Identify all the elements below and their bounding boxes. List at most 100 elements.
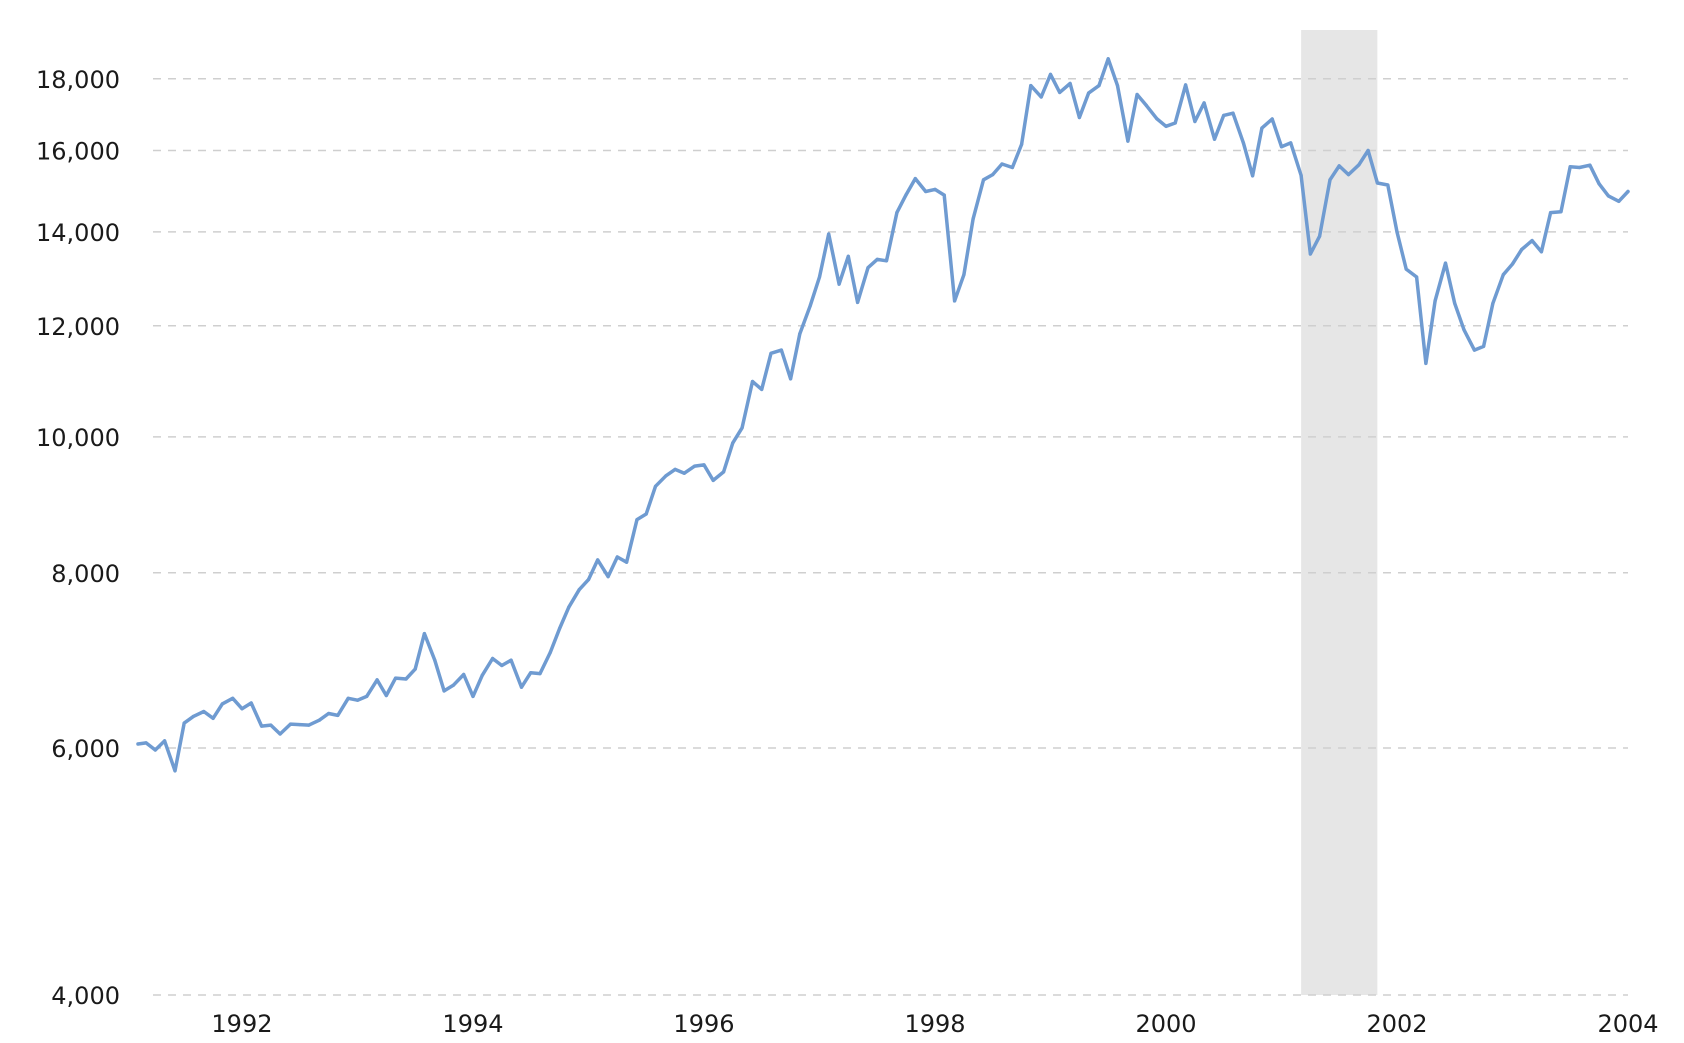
data-point [1568,165,1572,169]
y-tick-label: 8,000 [51,560,120,588]
data-point [1260,126,1264,130]
data-point [884,259,889,263]
x-axis-tick-labels: 1992 1994 1996 1998 2000 2002 2004 [211,1010,1658,1038]
data-point [693,464,697,468]
data-point [298,723,302,727]
data-point [480,673,484,678]
y-tick-label: 18,000 [36,66,120,94]
data-point [760,387,764,391]
data-point [1597,182,1601,186]
data-point [136,742,140,746]
data-point [1404,267,1408,271]
data-point [1058,90,1062,94]
data-point [1010,165,1015,170]
data-point [1549,211,1553,215]
data-point [231,696,235,700]
y-tick-label: 10,000 [36,424,120,452]
data-point [711,478,715,482]
data-point [355,698,360,702]
data-point [1115,84,1120,88]
data-point [1289,141,1293,145]
data-point [837,282,841,286]
data-point [1193,119,1197,124]
data-point [153,748,157,752]
data-point [538,672,542,676]
data-point [1386,183,1390,187]
data-point [567,605,571,609]
data-point [702,463,706,467]
data-point [875,257,879,261]
data-point [1357,163,1361,167]
y-tick-label: 4,000 [51,982,120,1010]
x-tick-label: 1998 [904,1010,965,1038]
shaded-region-0 [1301,30,1378,995]
data-point [220,702,224,706]
data-point [1337,164,1341,168]
data-point [500,663,504,668]
data-point [740,426,744,430]
data-point [586,578,591,582]
series-layer [136,57,1630,773]
y-tick-label: 12,000 [36,313,120,341]
data-point [519,685,524,689]
data-point [451,683,455,687]
data-point [1366,148,1370,153]
data-point [394,676,398,680]
data-point [442,689,446,693]
data-point [817,275,822,279]
series-points-0 [136,57,1630,773]
x-tick-label: 1992 [211,1010,272,1038]
data-point [413,667,417,671]
data-point [750,379,755,384]
data-point [1126,139,1130,143]
data-point [1000,162,1004,166]
data-point [1039,95,1043,99]
data-point [1606,194,1610,198]
data-point [1530,239,1534,243]
data-point [895,211,899,215]
data-point [1443,261,1448,265]
data-point [529,671,533,675]
data-point [491,656,495,661]
data-point [1453,301,1457,305]
data-point [202,709,206,714]
data-point [1395,230,1399,234]
data-point [1184,83,1188,87]
data-point [913,177,917,181]
data-point [933,187,937,191]
data-point [422,632,426,636]
data-point [1270,117,1274,121]
data-point [808,304,812,308]
data-point [1173,121,1177,125]
data-point [1299,173,1303,177]
y-gridlines [153,78,1628,996]
data-point [1415,275,1419,279]
data-point [1097,84,1101,88]
data-point [317,718,321,722]
data-point [163,739,167,743]
x-tick-label: 2004 [1597,1010,1658,1038]
data-point [644,512,648,516]
data-point [653,484,658,488]
data-point [1241,141,1245,145]
data-point [615,555,619,559]
data-point [1462,328,1466,332]
data-point [327,711,331,716]
data-point [942,193,946,197]
data-point [307,723,311,727]
data-point [288,722,293,726]
data-point [1212,137,1217,141]
data-point [846,254,850,258]
data-point [182,721,186,725]
y-tick-label: 14,000 [36,219,120,247]
data-point [1520,247,1524,252]
data-point [1029,84,1033,88]
data-point [1087,91,1091,95]
data-point [625,560,629,564]
data-point [981,178,986,182]
data-point [462,672,466,677]
data-point [1020,142,1024,146]
data-point [731,441,735,445]
data-point [924,189,928,194]
data-point [606,575,610,579]
